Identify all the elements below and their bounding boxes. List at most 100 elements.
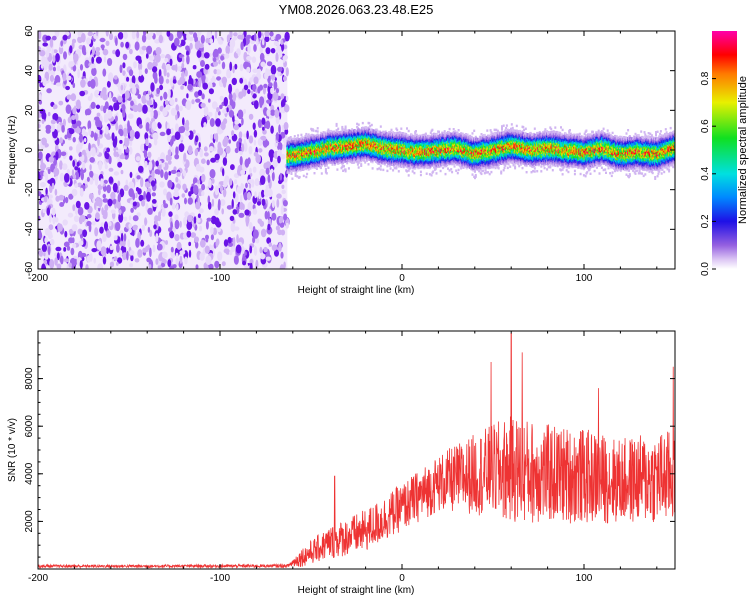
- noise-speck: [167, 149, 172, 157]
- noise-speck: [128, 188, 134, 198]
- noise-speck: [175, 252, 179, 258]
- noise-speck: [271, 244, 277, 251]
- noise-speck: [129, 129, 135, 139]
- noise-speck: [45, 187, 48, 196]
- noise-speck: [184, 131, 191, 137]
- noise-speck: [160, 54, 165, 59]
- noise-speck: [182, 170, 187, 177]
- noise-speck: [134, 258, 140, 263]
- noise-speck: [234, 147, 239, 154]
- noise-speck: [146, 99, 153, 106]
- noise-speck: [120, 41, 124, 48]
- noise-speck: [254, 191, 257, 199]
- noise-speck: [52, 55, 56, 63]
- noise-speck: [75, 99, 81, 110]
- noise-speck: [55, 82, 62, 87]
- noise-speck: [108, 167, 114, 172]
- band-cell: [313, 172, 316, 175]
- noise-speck: [128, 113, 134, 119]
- noise-speck: [104, 125, 109, 135]
- noise-speck: [204, 152, 209, 157]
- noise-speck: [138, 124, 143, 129]
- noise-speck: [49, 238, 55, 246]
- noise-speck: [238, 91, 244, 99]
- noise-speck: [68, 128, 75, 135]
- noise-speck: [195, 98, 201, 103]
- noise-speck: [274, 141, 278, 148]
- noise-speck: [156, 31, 160, 36]
- noise-speck: [47, 168, 51, 175]
- noise-speck: [284, 31, 290, 42]
- noise-speck: [280, 39, 284, 46]
- noise-speck: [192, 129, 196, 134]
- noise-speck: [278, 242, 282, 252]
- noise-speck: [270, 74, 276, 81]
- noise-speck: [118, 212, 124, 223]
- noise-speck: [274, 108, 280, 118]
- noise-speck: [204, 63, 210, 70]
- noise-speck: [242, 203, 245, 210]
- noise-speck: [47, 245, 51, 256]
- noise-speck: [79, 260, 83, 269]
- noise-speck: [132, 85, 137, 95]
- noise-speck: [115, 49, 121, 58]
- noise-speck: [166, 72, 170, 78]
- noise-speck: [141, 224, 146, 232]
- noise-speck: [247, 89, 251, 95]
- noise-speck: [282, 55, 286, 63]
- noise-speck: [130, 207, 134, 213]
- noise-speck: [48, 224, 54, 231]
- noise-speck: [197, 213, 201, 219]
- noise-speck: [64, 134, 68, 140]
- noise-speck: [234, 179, 238, 185]
- noise-speck: [187, 83, 193, 91]
- noise-speck: [208, 263, 214, 269]
- noise-speck: [42, 42, 48, 47]
- noise-speck: [103, 179, 108, 184]
- noise-speck: [96, 112, 101, 117]
- noise-speck: [238, 212, 245, 218]
- noise-speck: [212, 227, 218, 236]
- noise-speck: [65, 104, 72, 114]
- noise-speck: [106, 230, 112, 238]
- noise-speck: [72, 243, 77, 248]
- noise-speck: [215, 118, 221, 127]
- noise-speck: [117, 95, 123, 103]
- noise-speck: [162, 199, 166, 205]
- noise-speck: [285, 222, 290, 229]
- noise-speck: [215, 221, 222, 228]
- noise-speck: [269, 31, 274, 37]
- noise-speck: [283, 122, 289, 130]
- noise-speck: [119, 139, 123, 144]
- noise-speck: [270, 125, 274, 134]
- figure-title: YM08.2026.063.23.48.E25: [279, 2, 434, 17]
- noise-speck: [248, 183, 252, 189]
- noise-speck: [213, 133, 217, 140]
- noise-speck: [87, 31, 94, 37]
- noise-speck: [181, 62, 185, 69]
- noise-speck: [141, 45, 147, 51]
- noise-speck: [285, 67, 289, 77]
- noise-speck: [253, 33, 257, 42]
- noise-speck: [214, 260, 220, 269]
- noise-speck: [95, 89, 100, 95]
- noise-speck: [223, 248, 230, 254]
- noise-speck: [253, 245, 258, 256]
- noise-speck: [101, 207, 104, 216]
- noise-speck: [229, 31, 233, 39]
- noise-speck: [263, 162, 268, 170]
- noise-speck: [61, 124, 65, 133]
- noise-speck: [137, 94, 141, 99]
- noise-speck: [38, 151, 43, 160]
- noise-speck: [43, 251, 46, 257]
- noise-speck: [120, 206, 126, 213]
- noise-speck: [55, 53, 60, 63]
- band-cell: [316, 127, 319, 130]
- band-cell: [306, 172, 309, 176]
- band-cell: [386, 165, 389, 168]
- noise-speck: [211, 82, 216, 88]
- noise-speck: [151, 199, 157, 204]
- band-cell: [344, 125, 347, 128]
- noise-speck: [174, 97, 178, 103]
- noise-speck: [209, 169, 216, 179]
